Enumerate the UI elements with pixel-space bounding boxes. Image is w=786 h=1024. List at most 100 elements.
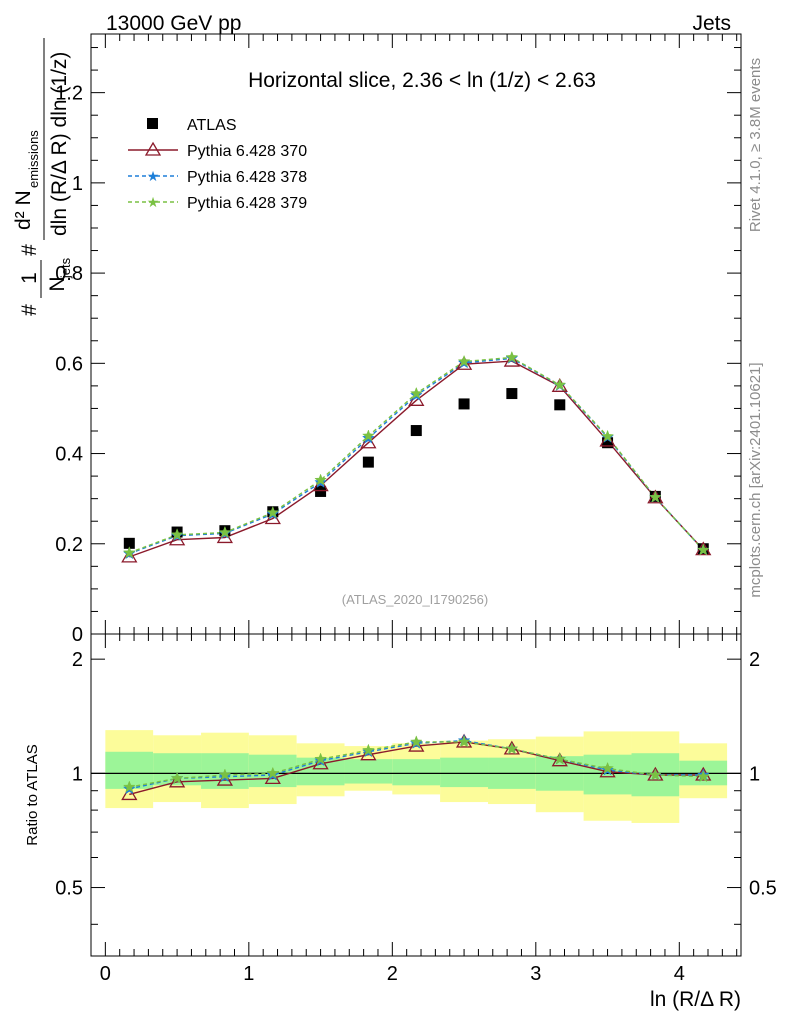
ylabel-jets-sub: jets [58,257,73,279]
mc-point-3 [553,378,567,391]
y-tick-label: 0 [72,624,83,646]
mc-point-1 [360,434,377,449]
ratio-point-3 [266,766,280,779]
inner-band [344,759,393,784]
ratio-plot-frame [90,633,742,957]
atlas-point [458,398,470,410]
inner-band [583,754,632,795]
ratio-point-3 [122,780,136,793]
y-tick-label: 1.2 [55,83,83,105]
mc-point-3 [648,490,662,503]
plot-title: Horizontal slice, 2.36 < ln (1/z) < 2.63 [248,69,596,92]
mc-point-3 [362,429,375,442]
ratio-y-tick-label-right: 0.5 [749,878,777,900]
x-tick-label: 3 [530,963,541,985]
ratio-y-tick-label-left: 0.5 [55,878,83,900]
legend-label-379: Pythia 6.428 379 [187,195,307,212]
ylabel-hash-2: # [18,244,41,256]
ratio-y-tick-label-left: 2 [72,649,83,671]
y-tick-label: 0.2 [55,534,83,556]
mc-point-3 [601,429,614,442]
x-tick-label: 4 [674,963,685,985]
mc-point-3 [457,354,471,367]
mc-point-1 [599,432,616,447]
legend-label-370: Pythia 6.428 370 [187,143,307,160]
atlas-point [410,425,422,437]
ylabel-emissions-sub: emissions [26,130,41,188]
mc-point-1 [121,548,138,563]
mc-point-3 [122,546,136,559]
atlas-point [554,399,566,411]
ratio-y-tick-label-right: 2 [749,649,760,671]
x-tick-label: 2 [387,963,398,985]
legend-marker-379: ★ [147,194,160,210]
y-tick-label: 0.8 [55,263,83,285]
inner-band [440,757,489,788]
x-tick-label: 1 [243,963,254,985]
ratio-y-tick-label-right: 1 [749,763,760,785]
mc-point-1 [503,352,520,367]
atlas-point [315,485,327,497]
ratio-point-3 [170,771,184,784]
main-axis-ticks: 0 0.2 0.4 0.6 0.8 1 1.2 [55,34,741,646]
source-label: mcplots.cern.ch [arXiv:2401.10621] [747,362,764,597]
ratio-point-3 [648,768,662,781]
ylabel-one: 1 [18,272,41,284]
main-plot: 0 0.2 0.4 0.6 0.8 1 1.2 Horizontal slice, 2.36… [55,33,742,646]
y-tick-label: 0.4 [55,444,83,466]
ratio-axis-ticks: 0.5 0.5 1 1 2 2 0 1 2 3 4 [55,634,777,985]
process-label: Jets [692,12,731,35]
ratio-point-3 [553,752,567,765]
legend-label-atlas: ATLAS [187,117,237,134]
ylabel-hash-1: # [18,304,41,316]
ylabel-njets: N [46,276,69,291]
legend-marker-atlas [147,118,158,129]
xlabel: ln (R/Δ R) [650,988,741,1011]
ratio-ylabel: Ratio to ATLAS [24,744,41,845]
ratio-point-3 [362,743,375,756]
ylabel-d2n: d² N [12,190,35,230]
ratio-point-1 [408,737,425,752]
legend-marker-370 [144,141,162,156]
ratio-point-1 [168,773,186,788]
mc-point-3 [314,473,327,486]
x-tick-label: 0 [100,963,111,985]
legend-label-378: Pythia 6.428 378 [187,169,307,186]
atlas-point [123,537,135,549]
ratio-point-3 [601,761,614,774]
atlas-point [506,388,518,400]
mc-point-3 [170,528,184,541]
energy-label: 13000 GeV pp [106,12,241,35]
ratio-point-3 [457,735,471,748]
ratio-y-tick-label-left: 1 [72,763,83,785]
atlas-point [602,437,614,449]
atlas-point [362,456,374,468]
ratio-point-1 [551,752,568,767]
ratio-series [121,733,712,801]
mc-point-3 [218,525,232,538]
ratio-point-1 [599,763,616,778]
y-tick-label: 0.6 [55,353,83,375]
inner-band [392,759,441,786]
ratio-point-1 [360,746,377,761]
ratio-plot: 0.5 0.5 1 1 2 2 0 1 2 3 4 [55,633,777,985]
legend: ATLAS Pythia 6.428 370 ★ Pythia 6.428 37… [128,117,307,212]
y-tick-label: 1 [72,173,83,195]
legend-marker-378: ★ [147,168,160,184]
mc-point-3 [266,505,280,519]
mc-point-3 [696,543,710,556]
main-ylabel: # 1 N jets # d² N emissions dln (R/Δ R) … [12,38,73,316]
ratio-point-3 [696,769,710,783]
ratio-point-3 [218,768,232,781]
mc-point-1 [455,355,473,370]
mc-point-3 [409,386,423,399]
ratio-point-3 [314,752,327,765]
watermark: (ATLAS_2020_I1790256) [342,592,488,607]
ratio-point-1 [312,755,329,770]
ylabel-denominator: dln (R/Δ R) dln (1/z) [48,52,71,236]
main-series [121,350,712,563]
rivet-label: Rivet 4.1.0, ≥ 3.8M events [747,58,764,232]
mc-point-3 [505,350,519,363]
ratio-point-3 [505,742,519,755]
